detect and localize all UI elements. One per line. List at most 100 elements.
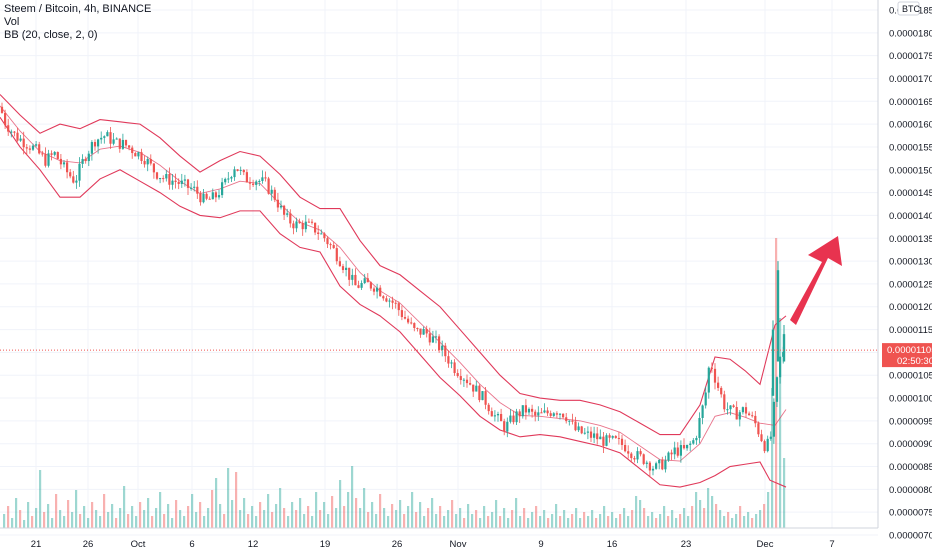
candle-body (537, 412, 540, 416)
candle-body (357, 285, 360, 288)
volume-bar (467, 504, 470, 528)
candle-body (53, 152, 56, 155)
volume-bar (47, 504, 50, 528)
volume-bar (223, 514, 226, 528)
volume-bar (279, 488, 282, 528)
volume-bar (147, 498, 150, 528)
volume-bar (319, 510, 322, 528)
volume-bar (35, 508, 38, 528)
candle-body (766, 438, 769, 452)
volume-bar (583, 512, 586, 528)
volume-bar (43, 512, 46, 528)
volume-bar (119, 508, 122, 528)
volume-bar (215, 478, 218, 528)
candle-body (22, 138, 25, 148)
candle-body (258, 180, 261, 182)
volume-bar (419, 502, 422, 528)
candle-body (627, 451, 630, 454)
candle-body (608, 435, 611, 438)
candle-body (431, 336, 434, 343)
candle-body (707, 367, 710, 393)
volume-bar (647, 516, 650, 528)
volume-bar (363, 488, 366, 528)
candle-body (66, 162, 69, 173)
candle-body (391, 300, 394, 303)
candle-body (403, 317, 407, 319)
volume-bar (507, 518, 510, 528)
volume-bar (715, 504, 718, 528)
red-arrow-annotation (790, 236, 842, 325)
candle-body (317, 232, 320, 235)
volume-bar (611, 512, 614, 528)
candle-body (292, 223, 295, 229)
candle-body (769, 436, 772, 439)
candle-body (726, 409, 729, 411)
candle-body (639, 451, 642, 455)
candle-body (345, 267, 348, 271)
volume-bar (423, 516, 426, 528)
volume-bar (247, 514, 250, 528)
candle-body (717, 382, 720, 388)
candle-body (673, 447, 676, 455)
volume-bar (615, 518, 618, 528)
volume-bar (299, 498, 302, 528)
legend-bollinger[interactable]: BB (20, close, 2, 0) (4, 29, 98, 41)
candle-body (428, 333, 431, 343)
time-tick-label: 7 (829, 539, 834, 550)
volume-bar (379, 494, 382, 528)
candle-body (283, 205, 286, 215)
candle-body (267, 178, 270, 194)
candle-body (162, 178, 165, 180)
time-tick-label: 6 (189, 539, 194, 550)
candle-body (233, 169, 236, 178)
volume-bar (219, 504, 222, 528)
volume-bar (751, 518, 754, 528)
candle-body (775, 377, 779, 402)
candle-body (695, 437, 698, 441)
volume-bar (759, 510, 762, 528)
volume-bar (719, 510, 722, 528)
candle-body (744, 407, 748, 414)
time-tick-label: Oct (131, 539, 146, 550)
volume-bar (307, 506, 310, 528)
candle-body (723, 394, 726, 410)
volume-bar (499, 516, 502, 528)
volume-bar (631, 510, 634, 528)
candle-body (202, 193, 205, 203)
candle-body (128, 145, 131, 148)
time-tick-label: 16 (607, 539, 618, 550)
volume-bar (315, 492, 318, 528)
volume-bars (3, 238, 786, 528)
candles (0, 102, 786, 478)
volume-bar (371, 502, 374, 528)
candle-body (131, 147, 134, 154)
candle-body (298, 221, 301, 224)
volume-bar (287, 516, 290, 528)
volume-bar (395, 510, 398, 528)
chart-title[interactable]: Steem / Bitcoin, 4h, BINANCE (4, 3, 152, 15)
volume-bar (607, 516, 610, 528)
volume-bar (767, 492, 770, 528)
volume-bar (439, 506, 442, 528)
volume-bar (443, 516, 446, 528)
volume-bar (587, 516, 590, 528)
candle-body (56, 152, 59, 159)
candle-body (664, 460, 667, 470)
volume-bar (175, 500, 178, 528)
candle-body (382, 296, 385, 299)
volume-bar (231, 500, 234, 528)
candle-body (35, 144, 38, 146)
legend-volume[interactable]: Vol (4, 16, 20, 28)
candle-body (555, 413, 558, 415)
candle-body (134, 153, 137, 157)
time-tick-label: Dec (757, 539, 774, 550)
